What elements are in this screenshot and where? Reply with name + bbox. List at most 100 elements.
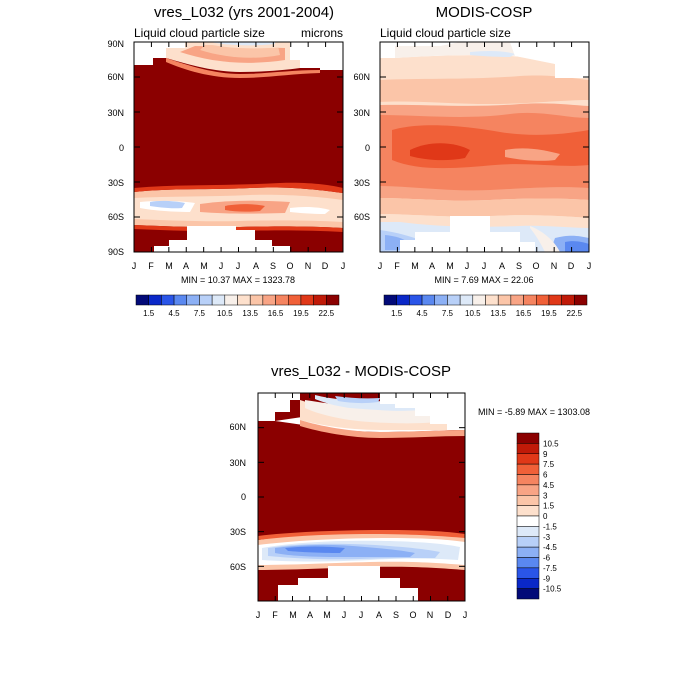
colorbar-right-swatch xyxy=(409,294,423,306)
colorbar-right-swatch xyxy=(485,294,499,306)
colorbar-difference-swatch xyxy=(516,474,540,486)
colorbar-difference-label: -3 xyxy=(543,533,551,542)
colorbar-difference-swatch xyxy=(516,588,540,600)
panel1-xlabel: J xyxy=(341,261,346,271)
colorbar-right-swatch xyxy=(447,294,461,306)
colorbar-difference-swatch xyxy=(516,526,540,537)
panel2-xlabel: A xyxy=(429,261,435,271)
panel3-ylabel: 30N xyxy=(229,458,246,468)
panel2-xlabel: N xyxy=(551,261,558,271)
panel1-plot xyxy=(134,42,343,252)
panel1-xlabel: J xyxy=(132,261,137,271)
colorbar-left-label: 1.5 xyxy=(143,309,155,318)
colorbar-right-label: 22.5 xyxy=(567,309,583,318)
colorbar-right-swatch xyxy=(561,294,575,306)
tick-marks xyxy=(379,42,590,252)
panel2-xlabel: J xyxy=(587,261,592,271)
panel3-xlabel: J xyxy=(342,610,347,620)
panel1-xlabel: J xyxy=(219,261,224,271)
colorbar-difference-label: 3 xyxy=(543,491,548,500)
panel3-xticks: J F M A M J J A S O N D J xyxy=(256,610,468,620)
panel2-xlabel: J xyxy=(482,261,487,271)
colorbar-difference-label: -6 xyxy=(543,554,551,563)
panel3-xlabel: J xyxy=(256,610,261,620)
panel1-xticks: J F M A M J J A S O N D J xyxy=(132,261,346,271)
colorbar-right-swatch xyxy=(383,294,397,306)
colorbar-left-swatch xyxy=(288,294,302,306)
panel3-xlabel: F xyxy=(272,610,278,620)
colorbar-right-label: 10.5 xyxy=(465,309,481,318)
panel2-ylabel: 30S xyxy=(354,178,370,188)
colorbar-difference-label: -4.5 xyxy=(543,543,557,552)
panel3-plot xyxy=(258,393,465,601)
panel3-xlabel: M xyxy=(323,610,331,620)
colorbar-difference-label: 0 xyxy=(543,512,548,521)
panel1-ylabel: 90N xyxy=(107,39,124,49)
panel2-xlabel: S xyxy=(516,261,522,271)
colorbar-difference-label: 10.5 xyxy=(543,439,559,448)
colorbar-difference-swatch xyxy=(516,578,540,589)
panel2-plot xyxy=(380,42,589,252)
panel1-xlabel: F xyxy=(148,261,154,271)
panel2-ylabel: 60S xyxy=(354,212,370,222)
colorbar-right-swatch xyxy=(472,294,486,306)
panel2-stats: MIN = 7.69 MAX = 22.06 xyxy=(434,275,533,285)
colorbar-left-swatch xyxy=(313,294,327,306)
colorbar-left-swatch xyxy=(224,294,238,306)
colorbar-difference-swatch xyxy=(516,443,540,454)
panel2-xlabel: D xyxy=(568,261,575,271)
colorbar-left-swatch xyxy=(237,294,251,306)
panel3-ylabel: 30S xyxy=(230,527,246,537)
panel2-ylabel: 0 xyxy=(365,143,370,153)
panel1-yticks: 90N 60N 30N 0 30S 60S 90S xyxy=(107,39,124,257)
colorbar-left-label: 7.5 xyxy=(194,309,206,318)
colorbar-left-swatch xyxy=(326,294,340,306)
colorbar-left-label: 4.5 xyxy=(169,309,181,318)
panel3-ylabel: 60S xyxy=(230,562,246,572)
panel3-xlabel: S xyxy=(393,610,399,620)
panel2-xlabel: M xyxy=(446,261,454,271)
colorbar-difference-label: -10.5 xyxy=(543,585,562,594)
colorbar-left-swatch xyxy=(186,294,200,306)
panel2-ylabel: 30N xyxy=(353,108,370,118)
colorbar-difference-label: 4.5 xyxy=(543,481,555,490)
panel2-xlabel: O xyxy=(532,261,539,271)
panel1-xlabel: A xyxy=(253,261,259,271)
panel2-subtitle: Liquid cloud particle size xyxy=(380,26,511,40)
panel1-ylabel: 60N xyxy=(107,72,124,82)
panel2-title: MODIS-COSP xyxy=(436,4,533,21)
panel3-xlabel: J xyxy=(463,610,468,620)
panel1-xlabel: S xyxy=(270,261,276,271)
colorbar-right-swatch xyxy=(548,294,562,306)
colorbar-right-swatch xyxy=(459,294,474,306)
colorbar-left-swatch xyxy=(249,294,264,306)
colorbar-difference-swatch xyxy=(516,567,540,579)
colorbar-difference-swatch xyxy=(516,536,540,548)
panel1-xlabel: N xyxy=(305,261,312,271)
panel3-xlabel: A xyxy=(376,610,382,620)
panel1-xlabel: O xyxy=(286,261,293,271)
colorbar-difference-swatch xyxy=(516,432,540,444)
panel1-stats: MIN = 10.37 MAX = 1323.78 xyxy=(181,275,295,285)
colorbar-difference-swatch xyxy=(516,515,540,527)
panel3-yticks: 60N 30N 0 30S 60S xyxy=(229,422,246,572)
colorbar-difference-label: 6 xyxy=(543,471,548,480)
panel1-subtitle: Liquid cloud particle size xyxy=(134,26,265,40)
colorbar-right-swatch xyxy=(510,294,524,306)
panel3-title: vres_L032 - MODIS-COSP xyxy=(271,363,451,380)
panel1-xlabel: D xyxy=(322,261,329,271)
colorbar-difference-label: 9 xyxy=(543,450,548,459)
colorbar-difference-swatch xyxy=(516,557,540,569)
panel3-xlabel: M xyxy=(289,610,297,620)
colorbar-left-swatch xyxy=(199,294,213,306)
panel3-xlabel: O xyxy=(409,610,416,620)
colorbar-difference: 10.5 97.5 64.53 1.50-1.5 -3-4.5 -6-7.5-9 -10.5 xyxy=(516,432,562,600)
colorbar-right-label: 16.5 xyxy=(516,309,532,318)
colorbar-right-swatch xyxy=(434,294,448,306)
colorbar-left-label: 16.5 xyxy=(268,309,284,318)
panel1-xlabel: J xyxy=(236,261,241,271)
colorbar-right-label: 4.5 xyxy=(417,309,429,318)
panel1-xlabel: M xyxy=(200,261,208,271)
panel3-xlabel: A xyxy=(307,610,313,620)
